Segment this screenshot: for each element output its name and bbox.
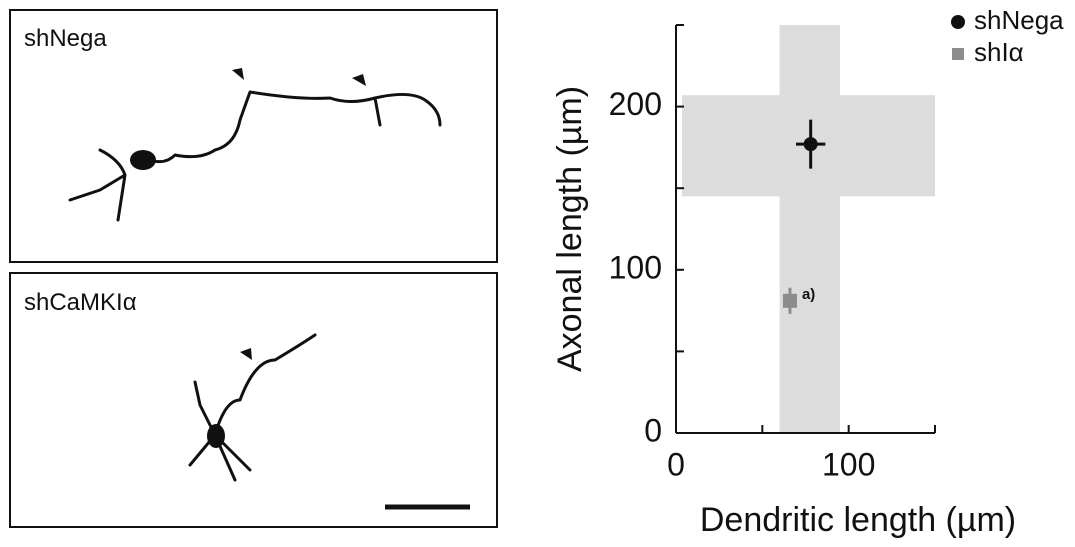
- x-tick-label: 100: [822, 446, 875, 482]
- panel-frame: [9, 272, 498, 528]
- cell-body: [130, 150, 156, 170]
- legend-marker: [951, 15, 965, 29]
- legend-label: shNega: [974, 5, 1064, 35]
- y-tick-label: 100: [609, 249, 662, 285]
- micrograph-panel: shCaMKIα: [9, 272, 498, 528]
- panel-frame: [9, 9, 498, 263]
- legend-label: shIα: [974, 37, 1024, 67]
- x-tick-label: 0: [667, 446, 685, 482]
- y-axis-label: Axonal length (µm): [551, 86, 589, 372]
- cell-body: [207, 424, 225, 448]
- micrograph-panel: shNega: [9, 9, 498, 263]
- annotation: a): [802, 286, 815, 303]
- legend-marker: [952, 48, 964, 60]
- point: [782, 293, 797, 308]
- arrowhead: [240, 348, 252, 360]
- point: [803, 137, 818, 152]
- scatter-chart: Dendritic length (µm) Axonal length (µm)…: [551, 5, 1064, 539]
- shaded-band: [779, 25, 841, 433]
- panel-label: shNega: [24, 25, 107, 52]
- panel-label: shCaMKIα: [24, 289, 137, 316]
- y-tick-label: 200: [609, 86, 662, 122]
- neuron: [68, 90, 442, 222]
- y-tick-label: 0: [644, 412, 662, 448]
- x-axis-label: Dendritic length (µm): [700, 501, 1016, 539]
